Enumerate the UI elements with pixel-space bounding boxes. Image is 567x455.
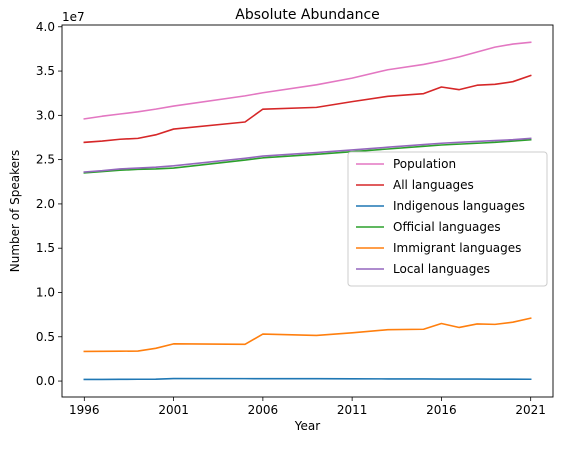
- chart-title: Absolute Abundance: [235, 7, 380, 23]
- legend-box: [347, 151, 548, 287]
- y-tick-label: 3.5: [36, 64, 55, 78]
- y-tick-label: 4.0: [36, 20, 55, 34]
- y-tick-label: 2.5: [36, 153, 55, 167]
- y-tick-label: 2.0: [36, 197, 55, 211]
- legend-label: Immigrant languages: [393, 241, 521, 255]
- x-axis: 1996 2001 2006 2011 2016 2021: [69, 397, 546, 417]
- legend: Population All languages Indigenous langua…: [347, 151, 548, 287]
- series-line-5: [83, 137, 532, 173]
- legend-label: Population: [393, 157, 456, 171]
- legend-label: Local languages: [393, 262, 490, 276]
- legend-label: All languages: [393, 178, 474, 192]
- y-tick-label: 0.5: [36, 330, 55, 344]
- y-axis-label: Number of Speakers: [8, 150, 22, 272]
- x-axis-label: Year: [294, 419, 320, 433]
- series-line-1: [83, 74, 532, 144]
- y-axis-offset-text: 1e7: [62, 10, 85, 24]
- plot-area: [83, 41, 532, 381]
- series-line-4: [83, 317, 532, 353]
- y-tick-label: 1.5: [36, 241, 55, 255]
- y-tick-label: 1.0: [36, 285, 55, 299]
- x-tick-label: 1996: [69, 403, 100, 417]
- x-tick-label: 2001: [158, 403, 189, 417]
- y-tick-label: 3.0: [36, 108, 55, 122]
- y-tick-label: 0.0: [36, 374, 55, 388]
- series-line-0: [83, 41, 532, 120]
- x-tick-label: 2006: [248, 403, 279, 417]
- legend-label: Official languages: [393, 220, 501, 234]
- plot-frame: [61, 24, 554, 398]
- x-tick-label: 2016: [426, 403, 457, 417]
- x-tick-label: 2011: [337, 403, 368, 417]
- legend-label: Indigenous languages: [393, 199, 525, 213]
- y-axis: 0.0 0.5 1.0 1.5 2.0 2.5 3.0 3.5 4.0: [36, 20, 62, 388]
- series-line-2: [83, 377, 532, 381]
- x-tick-label: 2021: [515, 403, 546, 417]
- series-line-3: [83, 138, 532, 174]
